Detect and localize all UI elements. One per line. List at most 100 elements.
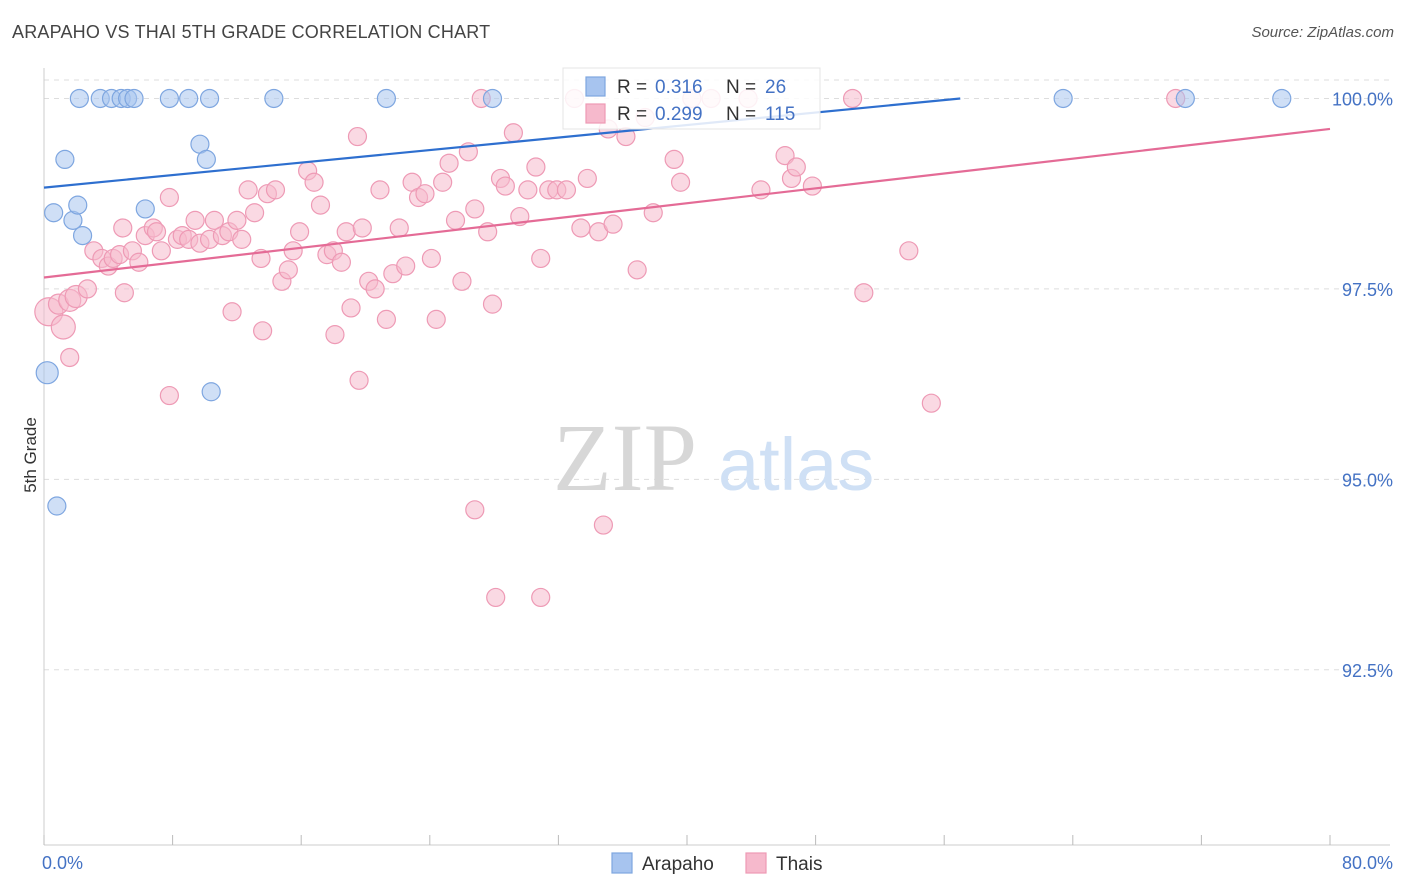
thais-point (278, 260, 298, 280)
thais-point (341, 298, 361, 318)
thais-legend-label: Thais (776, 854, 822, 875)
thais-point (415, 184, 435, 204)
thais-point (232, 229, 252, 249)
thais-point (370, 180, 390, 200)
thais-point (114, 283, 134, 303)
thais-point (336, 222, 356, 242)
thais-point (465, 500, 485, 520)
arapaho-point (179, 88, 199, 109)
thais-point (854, 283, 874, 303)
thais-legend-swatch (745, 852, 767, 874)
thais-point (603, 214, 623, 234)
thais-point (495, 176, 515, 196)
source-label: Source: ZipAtlas.com (1251, 24, 1394, 41)
thais-point (227, 210, 247, 230)
thais-point (664, 149, 684, 170)
thais-point (465, 199, 485, 219)
thais-point (452, 271, 472, 291)
arapaho-legend-swatch (611, 852, 633, 874)
thais-point (113, 218, 133, 238)
y-tick-label: 97.5% (1342, 280, 1393, 300)
thais-point (486, 587, 506, 608)
y-axis-label: 5th Grade (21, 417, 40, 493)
tick-labels: 100.0% 97.5% 95.0% 92.5% 0.0% 80.0% (42, 89, 1393, 873)
y-tick-label: 100.0% (1332, 89, 1393, 109)
thais-point (439, 153, 459, 173)
thais-point (445, 210, 466, 230)
arapaho-point (201, 382, 221, 402)
r-label: R = (617, 77, 647, 98)
arapaho-point (124, 88, 144, 109)
thais-point (426, 309, 446, 329)
n-value: 115 (765, 104, 795, 125)
thais-point (899, 241, 919, 261)
thais-point (352, 218, 372, 238)
thais-point (531, 587, 551, 608)
arapaho-point (199, 88, 220, 109)
thais-point (185, 210, 205, 230)
thais-point (331, 252, 351, 272)
axes (43, 68, 1390, 846)
arapaho-point (159, 88, 179, 109)
x-tick-label: 80.0% (1342, 853, 1393, 873)
arapaho-point (55, 149, 75, 170)
thais-point (159, 187, 179, 208)
watermark-atlas: atlas (718, 423, 874, 506)
thais-point (289, 222, 310, 242)
thais-point (627, 260, 647, 280)
thais-point (129, 252, 149, 272)
watermark-zip: ZIP (553, 404, 697, 511)
thais-point (325, 325, 345, 345)
r-value: 0.299 (655, 104, 703, 125)
thais-point (283, 241, 303, 261)
watermark: ZIP atlas (553, 404, 874, 511)
thais-point (365, 279, 385, 299)
chart-title: ARAPAHO VS THAI 5TH GRADE CORRELATION CH… (12, 22, 491, 42)
thais-point (349, 370, 369, 390)
thais-point (265, 180, 286, 200)
thais-point (571, 218, 591, 238)
stats-box-frame (562, 67, 821, 130)
thais-point (151, 241, 171, 261)
arapaho-point (35, 361, 59, 385)
arapaho-point (1272, 88, 1292, 109)
n-label: N = (726, 77, 756, 98)
thais-point (396, 256, 416, 276)
thais-point (376, 309, 396, 329)
thais-stats-swatch (585, 103, 606, 124)
thais-point (786, 157, 806, 177)
thais-point (60, 347, 80, 368)
arapaho-point (68, 195, 88, 215)
arapaho-point (1053, 88, 1073, 109)
thais-point (531, 248, 551, 269)
thais-point (670, 172, 691, 192)
thais-point (421, 248, 442, 269)
arapaho-point (482, 88, 503, 109)
arapaho-point (72, 225, 93, 246)
arapaho-points (35, 88, 1292, 516)
thais-point (842, 88, 863, 109)
legend: Arapaho Thais (611, 852, 822, 875)
thais-point (304, 172, 324, 192)
thais-trend-line (43, 127, 1331, 279)
thais-point (802, 176, 822, 196)
thais-point (556, 180, 577, 200)
thais-point (503, 123, 523, 143)
arapaho-point (196, 149, 216, 170)
thais-point (775, 146, 795, 166)
arapaho-legend-label: Arapaho (642, 854, 714, 875)
thais-point (347, 126, 368, 147)
thais-point (222, 302, 242, 322)
arapaho-stats-swatch (585, 76, 606, 97)
thais-point (253, 321, 273, 341)
r-label: R = (617, 104, 647, 125)
arapaho-point (264, 88, 284, 109)
thais-point (159, 385, 179, 406)
thais-point (389, 218, 409, 238)
thais-point (310, 195, 331, 215)
r-value: 0.316 (655, 77, 703, 98)
thais-point (577, 168, 597, 189)
arapaho-point (376, 88, 396, 109)
thais-point (433, 172, 453, 192)
